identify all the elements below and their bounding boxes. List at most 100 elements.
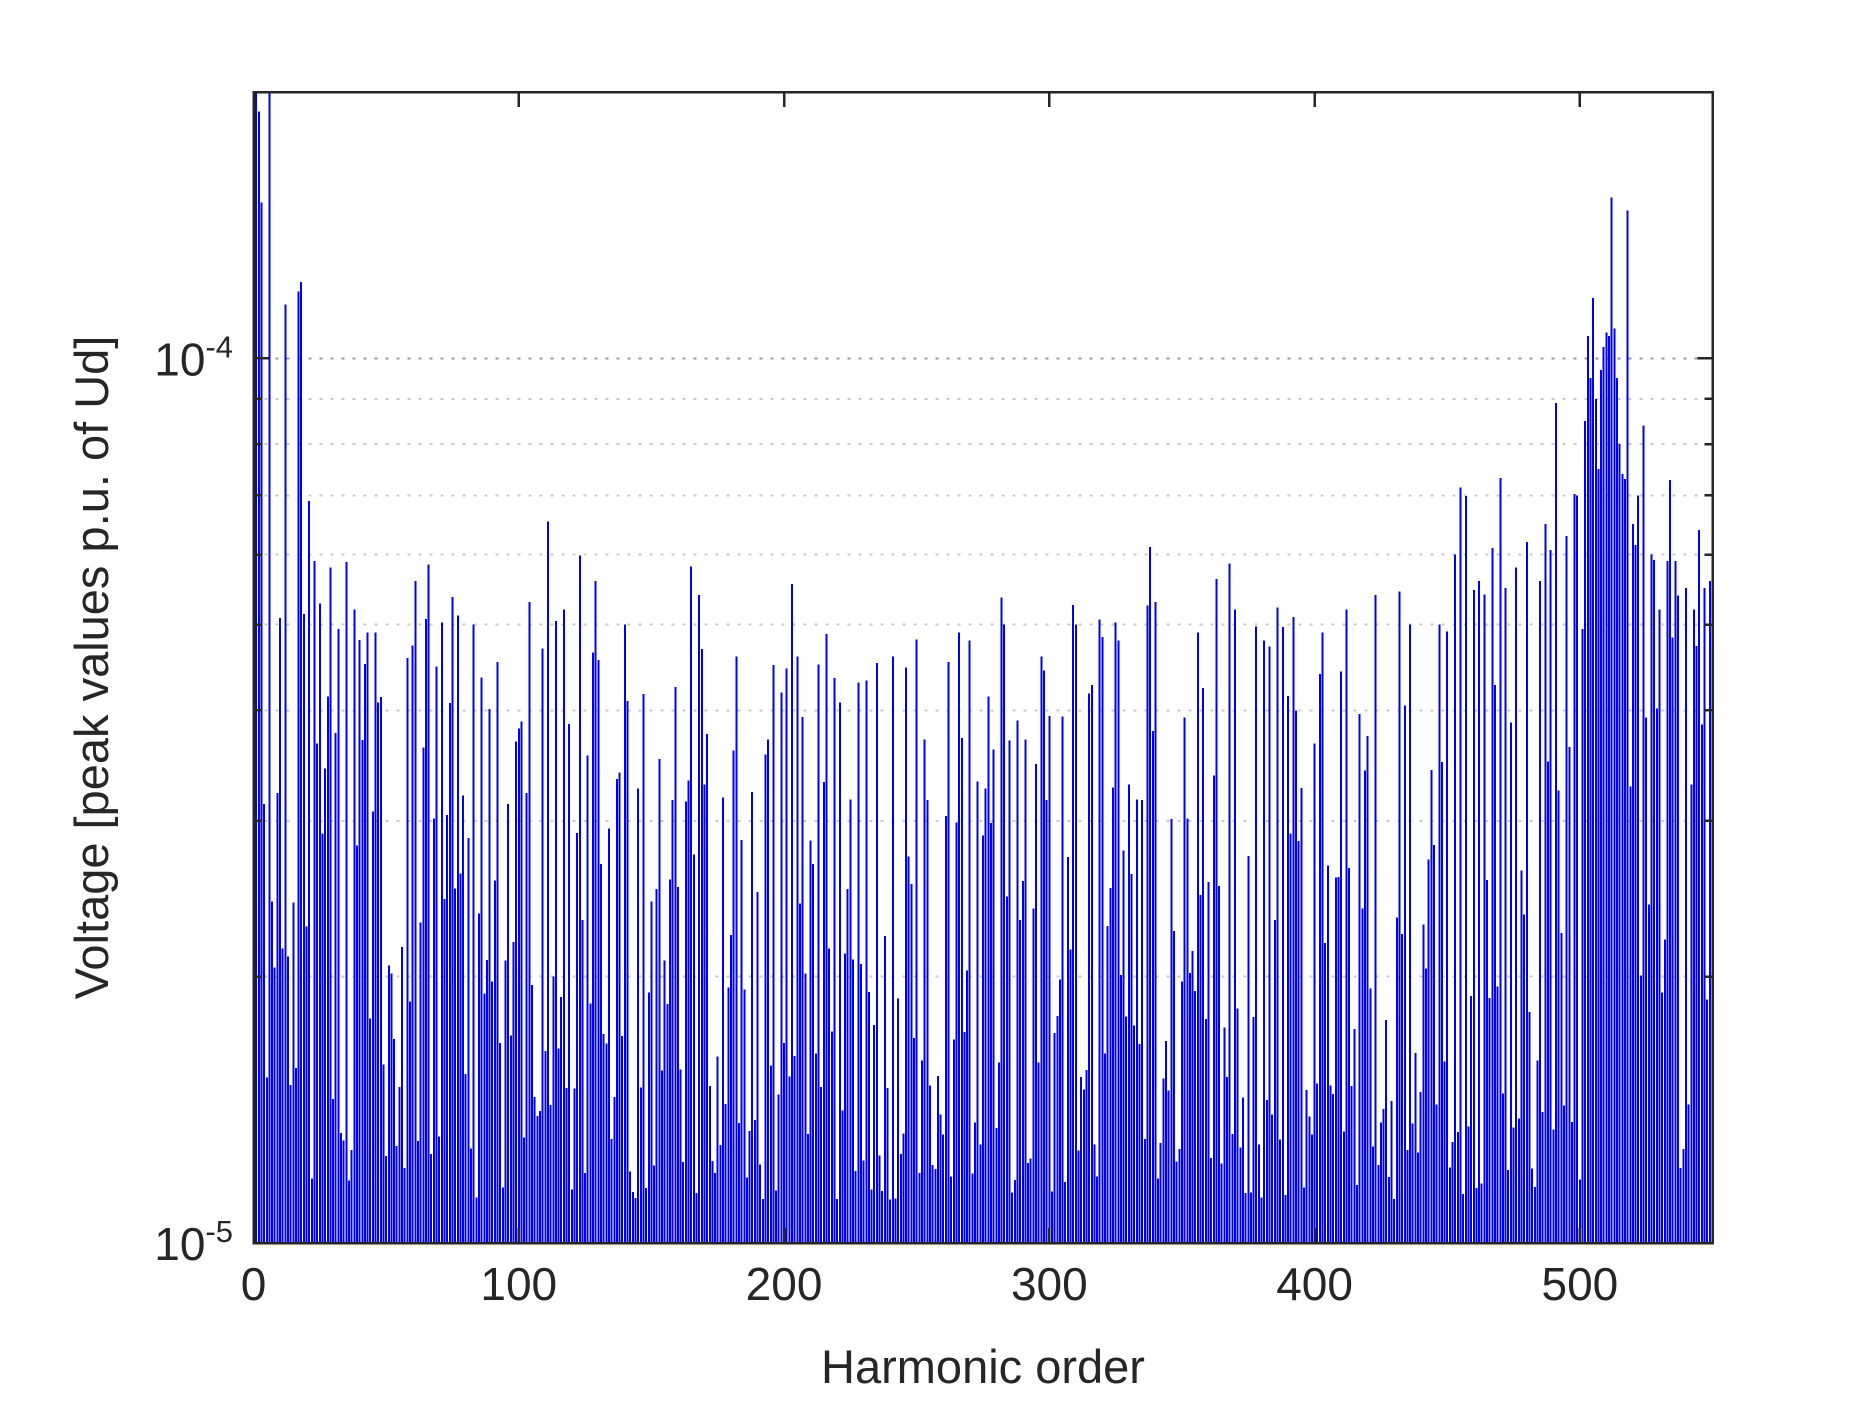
spectrum-bar <box>743 989 746 1243</box>
spectrum-bar <box>1350 1086 1353 1243</box>
spectrum-bar <box>1411 1123 1414 1243</box>
spectrum-bar <box>1305 1089 1308 1243</box>
spectrum-bar <box>769 1065 772 1243</box>
spectrum-bar <box>1589 378 1592 1243</box>
spectrum-bar <box>316 743 319 1243</box>
spectrum-bar <box>414 581 417 1243</box>
spectrum-bar <box>496 662 499 1243</box>
spectrum-bar <box>1549 549 1552 1243</box>
spectrum-bar <box>1247 855 1250 1243</box>
spectrum-bar <box>419 922 422 1243</box>
spectrum-bar <box>809 840 812 1243</box>
spectrum-bar <box>300 281 303 1243</box>
spectrum-bar <box>947 661 950 1243</box>
spectrum-bar <box>454 888 457 1243</box>
spectrum-bar <box>666 1004 669 1243</box>
spectrum-bar <box>1554 403 1557 1243</box>
spectrum-bar <box>565 1088 568 1243</box>
spectrum-bar <box>560 996 563 1243</box>
spectrum-bar <box>753 1119 756 1243</box>
spectrum-bar <box>1326 865 1329 1243</box>
spectrum-bar <box>1674 561 1677 1243</box>
spectrum-bar <box>708 1086 711 1243</box>
spectrum-bar <box>1626 210 1629 1243</box>
spectrum-bar <box>658 759 661 1243</box>
spectrum-bar <box>862 1160 865 1243</box>
spectrum-bar <box>798 903 801 1243</box>
spectrum-bar <box>971 1173 974 1243</box>
spectrum-bar <box>1257 1144 1260 1243</box>
spectrum-bar <box>944 815 947 1243</box>
spectrum-bar <box>533 1096 536 1243</box>
spectrum-bar <box>621 1035 624 1243</box>
spectrum-bar <box>435 666 438 1243</box>
spectrum-bar <box>1072 605 1075 1243</box>
spectrum-bar <box>987 696 990 1243</box>
spectrum-bar <box>955 822 958 1243</box>
spectrum-bar <box>1215 578 1218 1243</box>
spectrum-bar <box>1037 1062 1040 1243</box>
spectrum-bar <box>698 595 701 1243</box>
spectrum-bar <box>1533 1186 1536 1243</box>
spectrum-bar <box>363 663 366 1243</box>
spectrum-bar <box>1287 695 1290 1243</box>
spectrum-bar <box>642 694 645 1243</box>
spectrum-bar <box>592 652 595 1243</box>
spectrum-bar <box>1069 949 1072 1243</box>
spectrum-bar <box>995 1128 998 1243</box>
spectrum-bar <box>1616 378 1619 1243</box>
spectrum-bar <box>1517 1118 1520 1243</box>
spectrum-bar <box>1692 609 1695 1243</box>
spectrum-bar <box>1241 1097 1244 1243</box>
spectrum-bar <box>1318 674 1321 1243</box>
spectrum-bar <box>1255 626 1258 1243</box>
spectrum-bar <box>830 1031 833 1243</box>
spectrum-bar <box>692 854 695 1243</box>
spectrum-bar <box>443 898 446 1243</box>
spectrum-bar <box>1608 335 1611 1243</box>
spectrum-bar <box>796 656 799 1243</box>
spectrum-bar <box>1356 1184 1359 1243</box>
spectrum-bar <box>1682 1148 1685 1243</box>
spectrum-bar <box>1448 1167 1451 1243</box>
spectrum-bar <box>1154 602 1157 1243</box>
spectrum-bar <box>1401 933 1404 1243</box>
spectrum-bar <box>1276 607 1279 1243</box>
spectrum-bar <box>557 1048 560 1243</box>
spectrum-bar <box>1082 1089 1085 1243</box>
spectrum-bar <box>255 92 258 1243</box>
spectrum-bar <box>923 739 926 1243</box>
spectrum-bar <box>467 838 470 1243</box>
spectrum-bar <box>1308 1116 1311 1243</box>
spectrum-bar <box>976 781 979 1243</box>
spectrum-bar <box>1332 1094 1335 1243</box>
spectrum-bar <box>982 835 984 1243</box>
spectrum-bar <box>1573 494 1576 1243</box>
spectrum-bar <box>902 1133 905 1243</box>
spectrum-bar <box>637 788 640 1243</box>
spectrum-bar <box>1525 541 1528 1243</box>
spectrum-bar <box>1050 1191 1053 1243</box>
spectrum-bar <box>1226 1076 1229 1243</box>
spectrum-bar <box>682 1162 685 1243</box>
spectrum-bar <box>1403 705 1406 1243</box>
spectrum-bar <box>310 1178 313 1243</box>
spectrum-bar <box>597 660 600 1243</box>
spectrum-bar <box>822 781 825 1243</box>
spectrum-bar <box>302 613 305 1243</box>
spectrum-bar <box>1090 684 1093 1243</box>
spectrum-bar <box>814 1053 817 1243</box>
spectrum-bar <box>321 833 324 1243</box>
spectrum-bar <box>1183 717 1186 1243</box>
spectrum-bar <box>1310 1134 1313 1243</box>
spectrum-bar <box>1602 346 1605 1243</box>
spectrum-bar <box>1361 908 1364 1243</box>
spectrum-bar <box>369 1018 372 1243</box>
spectrum-bar <box>1127 784 1130 1243</box>
spectrum-bar <box>1263 640 1266 1243</box>
spectrum-bar <box>1708 581 1711 1243</box>
spectrum-bar <box>655 888 658 1243</box>
spectrum-bar <box>1387 1176 1390 1243</box>
axis-ticks <box>252 90 1713 1245</box>
spectrum-bar <box>679 1069 682 1243</box>
